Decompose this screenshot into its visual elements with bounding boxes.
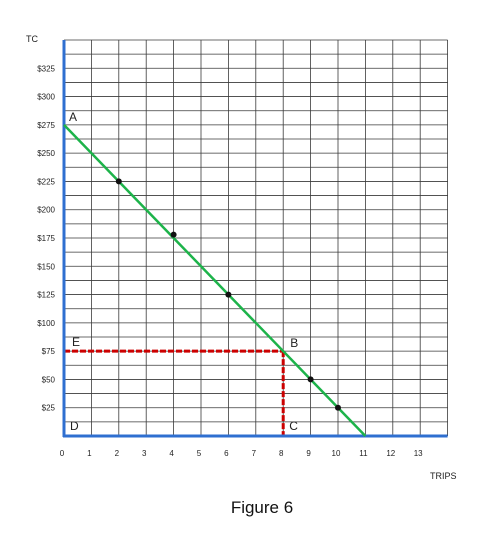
x-tick-label: 4 [169, 449, 174, 458]
data-point [115, 178, 122, 185]
x-tick-label: 7 [252, 449, 257, 458]
point-label-a: A [69, 110, 77, 124]
point-label-d: D [70, 419, 79, 433]
x-tick-label: 2 [115, 449, 120, 458]
axes [62, 40, 448, 438]
x-tick-label: 5 [197, 449, 202, 458]
tick-labels: 0 1 2 3 4 5 6 7 8 9 10 11 12 13$25$50$75$100$125$150$… [37, 64, 423, 458]
x-axis-title: TRIPS [430, 471, 457, 481]
x-tick-label: 6 [224, 449, 229, 458]
y-tick-label: $225 [37, 177, 55, 186]
x-tick-label: 9 [306, 449, 311, 458]
y-tick-label: $125 [37, 291, 55, 300]
y-tick-label: $50 [42, 375, 56, 384]
x-tick-label: 10 [332, 449, 341, 458]
x-tick-label: 3 [142, 449, 147, 458]
point-label-b: B [290, 336, 298, 350]
data-point [335, 404, 341, 411]
data-point [170, 231, 177, 238]
figure-title: Figure 6 [231, 498, 293, 517]
point-label-e: E [72, 335, 80, 349]
x-tick-label: 13 [414, 449, 423, 458]
x-tick-label: 11 [359, 449, 368, 458]
y-tick-label: $325 [37, 64, 55, 73]
x-tick-label: 0 [60, 449, 65, 458]
dashed-guides [64, 349, 285, 436]
y-tick-label: $75 [42, 347, 56, 356]
x-tick-label: 8 [279, 449, 284, 458]
y-axis-title: TC [26, 34, 38, 44]
y-tick-label: $250 [37, 149, 55, 158]
y-tick-label: $25 [42, 404, 56, 413]
point-labels: A B C D E [69, 110, 298, 433]
y-tick-label: $275 [37, 121, 55, 130]
series-lines [63, 123, 367, 437]
y-tick-label: $100 [37, 319, 55, 328]
point-label-c: C [289, 419, 298, 433]
data-point [225, 291, 232, 298]
grid-lines [64, 39, 449, 436]
total-cost-line [63, 123, 367, 437]
data-markers [115, 178, 341, 411]
y-tick-label: $300 [37, 93, 55, 102]
x-tick-label: 1 [87, 449, 92, 458]
y-tick-label: $175 [37, 234, 55, 243]
x-tick-label: 12 [386, 449, 395, 458]
y-tick-label: $150 [37, 262, 55, 271]
data-point [307, 376, 314, 383]
y-tick-label: $200 [37, 206, 55, 215]
